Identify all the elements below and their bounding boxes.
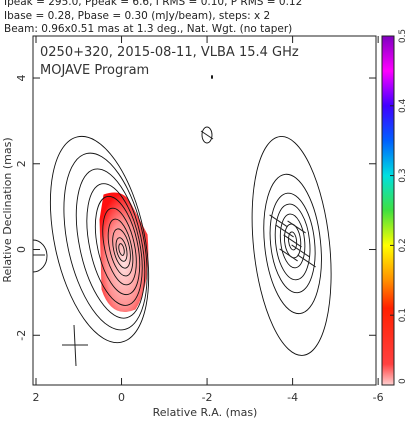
contour — [102, 207, 137, 286]
pol-vector — [287, 220, 306, 234]
contour — [86, 183, 143, 306]
x-tick-label: 0 — [118, 391, 125, 404]
pol-vector — [283, 234, 302, 248]
contour — [32, 239, 48, 273]
contour — [115, 237, 128, 262]
colorbar-tick-label: 0.5 — [398, 29, 408, 43]
contour — [112, 228, 131, 269]
header-line: Ibase = 0.28, Pbase = 0.30 (mJy/beam), s… — [4, 10, 270, 22]
plot-frame — [32, 35, 377, 386]
colorbar-tick-label: 0 — [398, 378, 408, 384]
contour — [211, 75, 213, 79]
x-tick-label: 2 — [32, 391, 39, 404]
core-fill — [99, 192, 149, 313]
x-tick-label: -6 — [373, 391, 384, 404]
header-line: Beam: 0.96x0.51 mas at 1.3 deg., Nat. Wg… — [4, 23, 292, 35]
contour — [288, 231, 298, 251]
colorbar-tick-label: 0.3 — [398, 168, 408, 182]
y-tick-label: 0 — [15, 246, 28, 253]
map-title: 0250+320, 2015-08-11, VLBA 15.4 GHz — [40, 45, 299, 60]
contour — [269, 192, 316, 294]
contour — [63, 152, 148, 331]
colorbar — [381, 35, 395, 386]
contour — [284, 223, 302, 259]
contour — [263, 173, 322, 315]
pol-vector — [279, 248, 298, 262]
contour — [107, 218, 134, 277]
pol-vector — [200, 130, 214, 140]
y-axis-label: Relative Declination (mas) — [1, 137, 14, 282]
contour — [118, 243, 125, 256]
map-subtitle: MOJAVE Program — [40, 63, 149, 78]
colorbar-tick-label: 0.1 — [398, 308, 408, 322]
x-tick-label: -4 — [287, 391, 298, 404]
contour — [94, 195, 141, 296]
y-tick-label: 4 — [15, 75, 28, 82]
beam — [73, 324, 77, 367]
y-tick-label: 2 — [15, 160, 28, 167]
contour — [49, 135, 150, 344]
contour — [201, 126, 213, 144]
contour — [274, 203, 311, 281]
x-tick-label: -2 — [202, 391, 213, 404]
contour — [279, 213, 306, 269]
contour — [251, 136, 332, 356]
colorbar-tick-label: 0.2 — [398, 238, 408, 252]
x-axis-label: Relative R.A. (mas) — [153, 406, 258, 419]
pol-vector — [269, 214, 288, 228]
colorbar-tick-label: 0.4 — [398, 98, 408, 113]
pol-vector — [297, 254, 316, 268]
pol-vector — [275, 224, 294, 238]
header-line: Ipeak = 295.0, Ppeak = 6.6, I RMS = 0.10… — [4, 0, 302, 8]
y-tick-label: -2 — [15, 330, 28, 341]
contour — [75, 168, 146, 319]
pol-vector — [291, 244, 310, 258]
